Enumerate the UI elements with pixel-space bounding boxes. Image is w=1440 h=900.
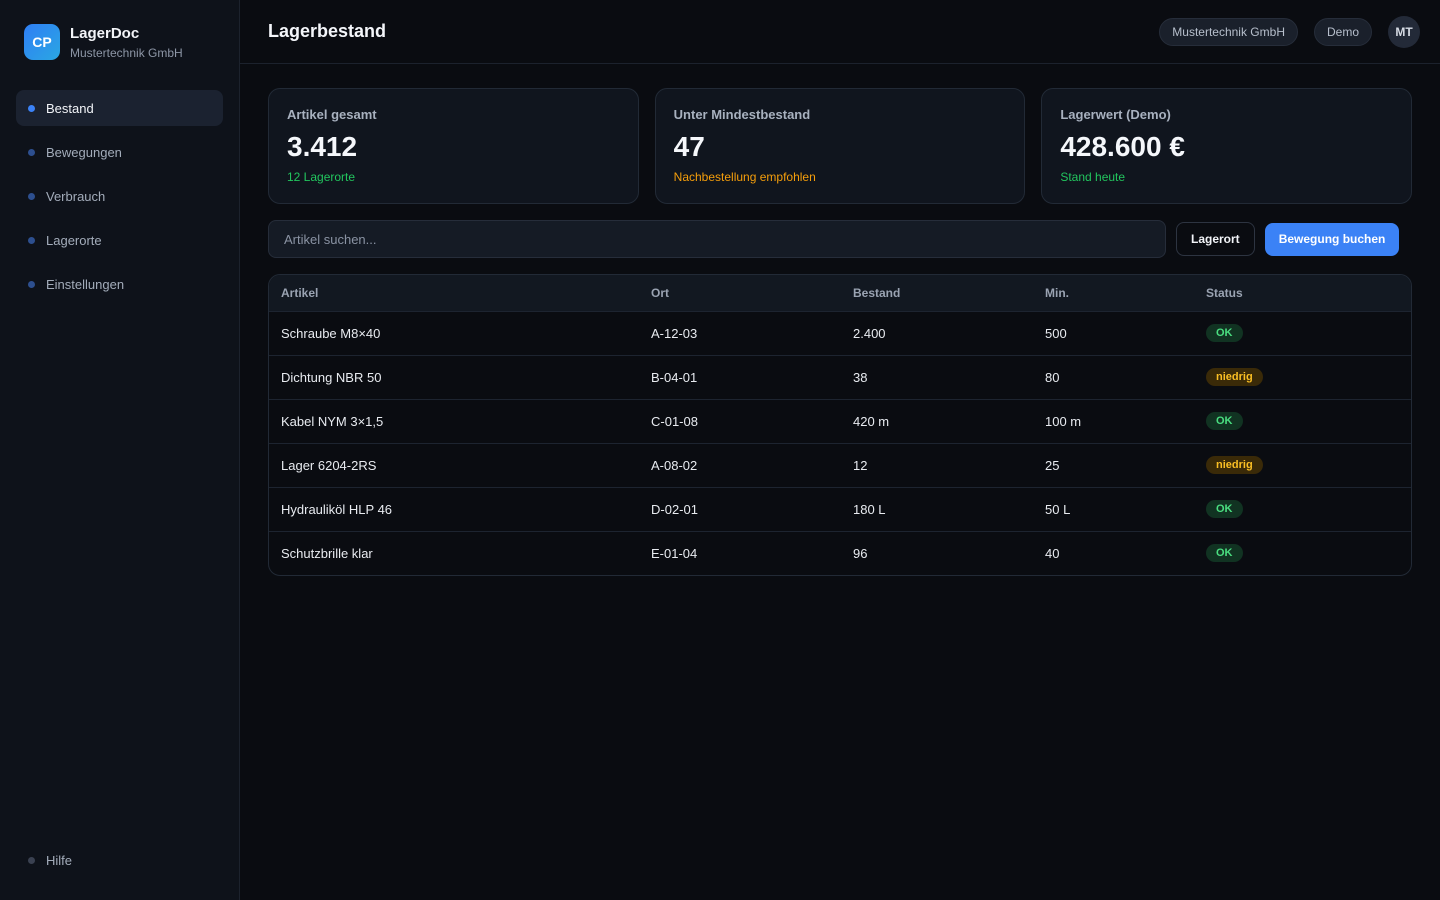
toolbar: Lagerort Bewegung buchen — [268, 220, 1412, 258]
brand-logo: CP — [24, 24, 60, 60]
cell-artikel: Schutzbrille klar — [281, 545, 373, 561]
stats-row: Artikel gesamt 3.412 12 Lagerorte Unter … — [268, 88, 1413, 204]
company-pill[interactable]: Mustertechnik GmbH — [1159, 18, 1298, 46]
cell-min: 40 — [1045, 545, 1060, 561]
sidebar-nav: Bestand Bewegungen Verbrauch Lagerorte E… — [16, 90, 223, 310]
cell-ort: E-01-04 — [651, 545, 698, 561]
stat-value: 3.412 — [287, 131, 358, 162]
dot-icon — [28, 148, 35, 156]
stat-card-stock-value: Lagerwert (Demo) 428.600 € Stand heute — [1041, 88, 1413, 204]
status-badge: OK — [1206, 412, 1243, 430]
cell-ort: A-08-02 — [651, 457, 698, 473]
table-row[interactable]: Schraube M8×40 A-12-03 2.400 500 OK — [269, 311, 1411, 355]
cell-min: 100 m — [1045, 413, 1082, 429]
column-header-min[interactable]: Min. — [1045, 285, 1069, 300]
stat-subtext: 12 Lagerorte — [287, 170, 356, 184]
sidebar-item-label: Hilfe — [46, 853, 73, 868]
column-header-status[interactable]: Status — [1206, 285, 1243, 300]
sidebar-item-einstellungen[interactable]: Einstellungen — [16, 266, 223, 302]
stat-label: Lagerwert (Demo) — [1060, 107, 1171, 122]
dot-icon — [28, 192, 35, 200]
dot-icon — [28, 104, 35, 112]
table-row[interactable]: Lager 6204-2RS A-08-02 12 25 niedrig — [269, 443, 1411, 487]
brand-company: Mustertechnik GmbH — [70, 45, 183, 60]
cell-bestand: 38 — [853, 369, 868, 385]
search-input[interactable] — [268, 220, 1166, 258]
cell-bestand: 420 m — [853, 413, 890, 429]
cell-ort: D-02-01 — [651, 501, 698, 517]
cell-min: 50 L — [1045, 501, 1071, 517]
status-badge: OK — [1206, 324, 1243, 342]
column-header-bestand[interactable]: Bestand — [853, 285, 901, 300]
cell-ort: A-12-03 — [651, 325, 698, 341]
column-header-artikel[interactable]: Artikel — [281, 285, 319, 300]
table-row[interactable]: Schutzbrille klar E-01-04 96 40 OK — [269, 531, 1411, 575]
cell-artikel: Hydrauliköl HLP 46 — [281, 501, 393, 517]
brand: CP LagerDoc Mustertechnik GmbH — [24, 24, 183, 60]
stat-label: Unter Mindestbestand — [673, 107, 811, 122]
cell-ort: B-04-01 — [651, 369, 698, 385]
sidebar-item-label: Einstellungen — [46, 276, 125, 292]
dot-icon — [28, 280, 35, 288]
cell-artikel: Kabel NYM 3×1,5 — [281, 413, 384, 429]
table-row[interactable]: Kabel NYM 3×1,5 C-01-08 420 m 100 m OK — [269, 399, 1411, 443]
status-badge: OK — [1206, 544, 1243, 563]
cell-bestand: 12 — [853, 457, 868, 473]
stat-card-below-minimum: Unter Mindestbestand 47 Nachbestellung e… — [654, 88, 1026, 204]
table-row[interactable]: Hydrauliköl HLP 46 D-02-01 180 L 50 L OK — [269, 487, 1411, 531]
stat-value: 428.600 € — [1060, 131, 1185, 162]
cell-bestand: 2.400 — [853, 325, 886, 341]
cell-ort: C-01-08 — [651, 413, 698, 429]
status-badge: niedrig — [1206, 368, 1263, 386]
page-title: Lagerbestand — [268, 21, 387, 41]
table-header-row: Artikel Ort Bestand Min. Status — [269, 275, 1411, 311]
status-badge: niedrig — [1206, 456, 1263, 474]
stat-label: Artikel gesamt — [287, 107, 377, 122]
sidebar-item-bewegungen[interactable]: Bewegungen — [16, 134, 223, 170]
top-header: Lagerbestand Mustertechnik GmbH Demo MT — [240, 0, 1440, 64]
sidebar-item-verbrauch[interactable]: Verbrauch — [16, 178, 223, 214]
demo-pill[interactable]: Demo — [1313, 18, 1372, 46]
inventory-table: Artikel Ort Bestand Min. Status Schraube… — [268, 274, 1412, 576]
dot-icon — [28, 236, 35, 244]
cell-artikel: Schraube M8×40 — [281, 325, 381, 341]
sidebar-item-label: Verbrauch — [46, 188, 106, 204]
sidebar-item-label: Bewegungen — [46, 144, 122, 160]
sidebar-item-label: Bestand — [46, 100, 94, 116]
sidebar-item-lagerorte[interactable]: Lagerorte — [16, 222, 223, 258]
stat-subtext: Nachbestellung empfohlen — [673, 170, 816, 184]
column-header-ort[interactable]: Ort — [651, 285, 669, 300]
location-filter-button[interactable]: Lagerort — [1176, 222, 1255, 256]
sidebar: CP LagerDoc Mustertechnik GmbH Bestand B… — [0, 0, 240, 900]
stat-card-articles: Artikel gesamt 3.412 12 Lagerorte — [268, 88, 639, 204]
dot-icon — [28, 857, 35, 864]
stat-value: 47 — [673, 131, 705, 162]
brand-name: LagerDoc — [70, 24, 140, 42]
sidebar-item-help[interactable]: Hilfe — [28, 853, 72, 868]
cell-artikel: Lager 6204-2RS — [281, 457, 377, 473]
sidebar-item-label: Lagerorte — [46, 232, 102, 248]
sidebar-item-bestand[interactable]: Bestand — [16, 90, 223, 126]
table-row[interactable]: Dichtung NBR 50 B-04-01 38 80 niedrig — [269, 355, 1411, 399]
book-movement-button[interactable]: Bewegung buchen — [1264, 222, 1400, 256]
status-badge: OK — [1206, 500, 1243, 518]
stat-subtext: Stand heute — [1060, 170, 1126, 184]
cell-min: 25 — [1045, 457, 1060, 473]
cell-artikel: Dichtung NBR 50 — [281, 369, 382, 385]
cell-bestand: 180 L — [853, 501, 886, 517]
avatar[interactable]: MT — [1388, 16, 1420, 48]
cell-min: 80 — [1045, 369, 1060, 385]
cell-min: 500 — [1045, 325, 1067, 341]
cell-bestand: 96 — [853, 545, 868, 561]
